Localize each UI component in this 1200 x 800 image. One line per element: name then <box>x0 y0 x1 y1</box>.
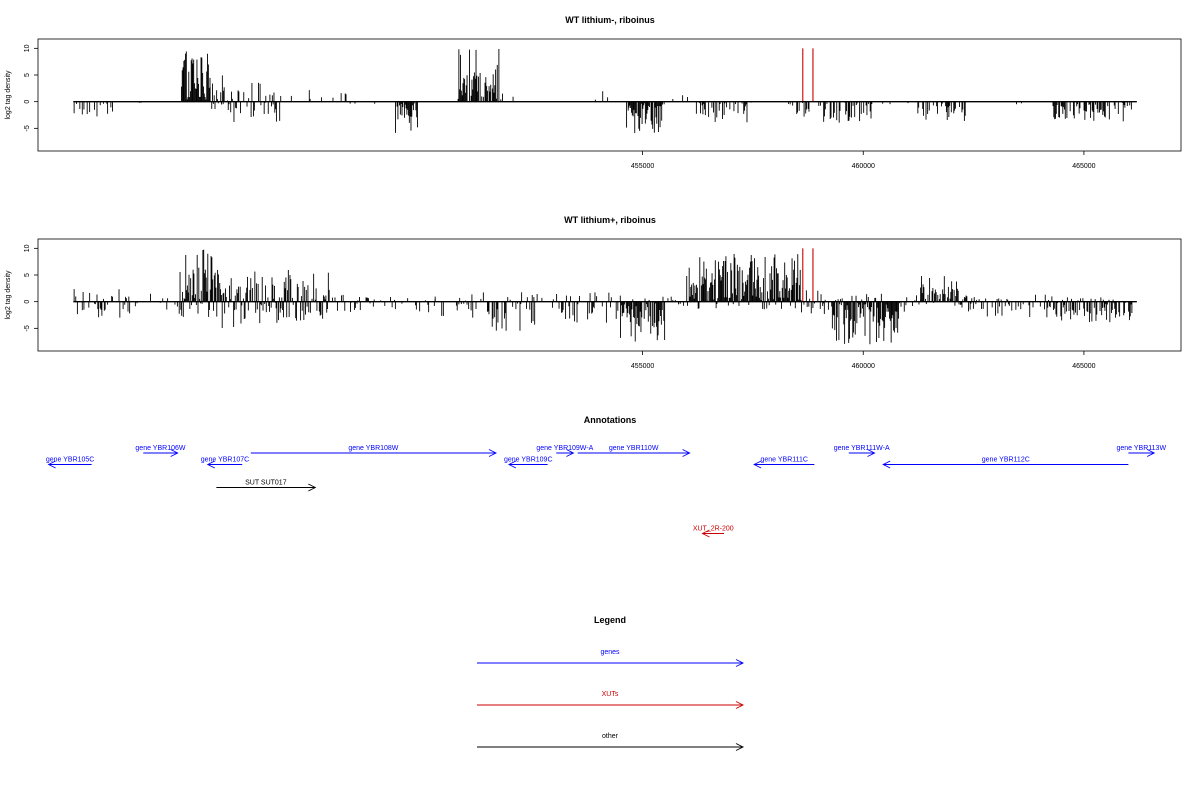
track-title: WT lithium-, riboinus <box>565 15 655 25</box>
feature-label: gene YBR107C <box>201 457 250 464</box>
x-tick-label: 460000 <box>852 163 875 170</box>
y-tick-label: 10 <box>24 44 31 52</box>
x-tick-label: 455000 <box>631 163 654 170</box>
track-title: WT lithium+, riboinus <box>564 215 656 225</box>
legend-label: XUTs <box>602 691 619 698</box>
feature-arrow-head <box>867 449 876 457</box>
legend-arrow-head <box>735 743 745 751</box>
feature-label: gene YBR105C <box>46 457 95 464</box>
feature-label: gene YBR112C <box>982 457 1030 464</box>
legend-panel: Legend genes XUTs other <box>477 615 745 751</box>
annotations-title: Annotations <box>584 415 637 425</box>
x-tick-label: 465000 <box>1072 163 1095 170</box>
axis-group: -5 0 5 10 455000 460000 465000 <box>24 44 1096 170</box>
feature-label: XUT_2R-200 <box>693 526 734 533</box>
annotation-feature: gene YBR111W-A <box>834 445 890 457</box>
feature-label: gene YBR106W <box>135 445 185 452</box>
annotation-feature: gene YBR106W <box>135 445 186 457</box>
annotation-feature: gene YBR112C <box>882 457 1129 469</box>
feature-label: SUT SUT017 <box>245 480 287 487</box>
feature-arrow-head <box>206 460 215 469</box>
legend-arrow-head <box>735 701 745 709</box>
y-tick-label: -5 <box>24 125 31 131</box>
annotation-feature: XUT_2R-200 <box>693 526 734 538</box>
annotation-feature: gene YBR110W <box>577 445 691 457</box>
y-tick-label: 5 <box>24 273 31 277</box>
feature-arrow-head <box>170 449 179 457</box>
feature-arrow-head <box>507 460 517 469</box>
annotation-feature: gene YBR109C <box>504 457 553 469</box>
track-panel-lithium-plus: WT lithium+, riboinus log2 tag density -… <box>5 215 1182 370</box>
feature-label: gene YBR109C <box>504 457 553 464</box>
y-tick-label: 5 <box>24 73 31 77</box>
axis-group: -5 0 5 10 455000 460000 465000 <box>24 244 1096 370</box>
x-tick-label: 455000 <box>631 363 654 370</box>
x-tick-label: 465000 <box>1072 363 1095 370</box>
annotation-feature: gene YBR105C <box>46 457 95 469</box>
feature-arrow-head <box>47 460 56 469</box>
legend-item: genes <box>477 649 745 667</box>
feature-arrow-head <box>308 483 317 492</box>
feature-arrow-head <box>488 449 498 457</box>
y-tick-label: -5 <box>24 325 31 331</box>
legend-title: Legend <box>594 615 626 625</box>
feature-arrow-head <box>682 449 691 457</box>
feature-arrow-head <box>1146 449 1156 457</box>
feature-arrow-head <box>701 529 710 538</box>
annotation-feature: gene YBR108W <box>250 445 498 457</box>
feature-arrow-head <box>753 460 762 469</box>
feature-label: gene YBR109W-A <box>536 445 593 452</box>
y-axis-label: log2 tag density <box>5 70 12 120</box>
x-tick-label: 460000 <box>852 363 875 370</box>
legend-item: XUTs <box>477 691 745 709</box>
legend-item: other <box>477 733 745 751</box>
legend-label: genes <box>600 649 620 656</box>
plot-frame <box>37 38 1182 152</box>
y-tick-label: 10 <box>24 244 31 252</box>
y-tick-label: 0 <box>24 300 31 304</box>
annotation-features: gene YBR105C gene YBR106W gene YBR107C gene… <box>46 445 1167 538</box>
y-axis-label: log2 tag density <box>5 270 12 320</box>
legend-label: other <box>602 733 619 740</box>
feature-arrow-head <box>566 449 575 457</box>
annotation-feature: gene YBR107C <box>201 457 250 469</box>
legend-items: genes XUTs other <box>477 649 745 751</box>
feature-label: gene YBR110W <box>609 445 659 452</box>
annotation-feature: gene YBR109W-A <box>536 445 594 457</box>
track-panel-lithium-minus: WT lithium-, riboinus log2 tag density -… <box>5 15 1182 170</box>
feature-arrow-head <box>882 460 891 469</box>
feature-label: gene YBR111C <box>760 457 807 464</box>
feature-label: gene YBR108W <box>348 445 398 452</box>
annotation-feature: gene YBR113W <box>1117 445 1167 457</box>
plot-frame <box>37 238 1182 352</box>
y-tick-label: 0 <box>24 100 31 104</box>
legend-arrow-head <box>735 659 745 667</box>
annotation-feature: SUT SUT017 <box>216 480 317 492</box>
bar-group <box>73 48 1137 134</box>
feature-label: gene YBR111W-A <box>834 445 890 452</box>
feature-label: gene YBR113W <box>1117 445 1167 452</box>
bar-group <box>73 248 1137 345</box>
annotation-feature: gene YBR111C <box>753 457 815 469</box>
